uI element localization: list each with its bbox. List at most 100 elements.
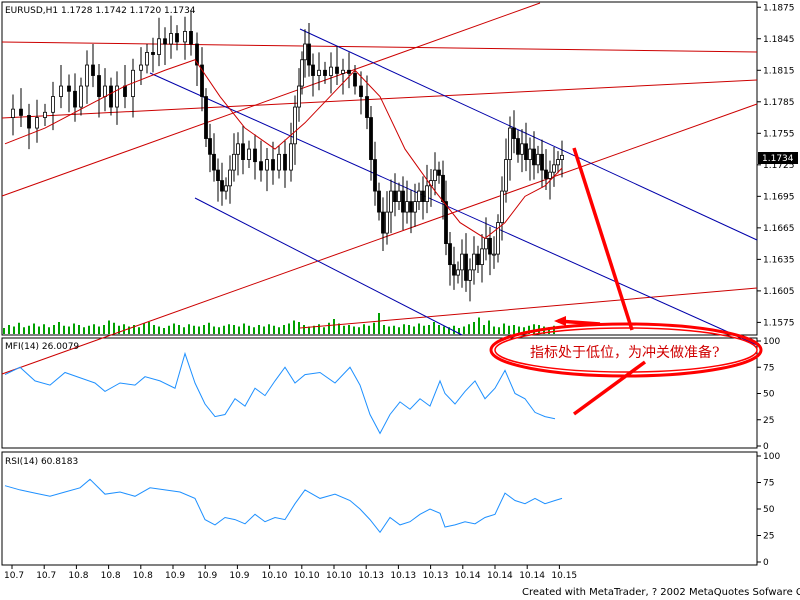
candle-body: [536, 153, 540, 166]
candle-body: [385, 211, 389, 234]
footer-credit: Created with MetaTrader, ? 2002 MetaQuot…: [522, 587, 800, 598]
time-tick-label: 10.10: [294, 571, 320, 581]
candle-body: [163, 38, 167, 45]
candle-body: [556, 159, 560, 166]
annotation-arrow-from-price: [572, 147, 634, 331]
red-line-bottom: [299, 287, 758, 329]
time-tick-label: 10.8: [101, 571, 121, 581]
indicator-tick-label: 50: [763, 390, 775, 400]
candle-body: [103, 85, 107, 97]
indicator-tick-label: 100: [763, 337, 780, 347]
channel-middle-line: [149, 72, 758, 346]
candle-body: [175, 33, 179, 43]
time-tick-label: 10.7: [4, 571, 24, 581]
candle-body: [79, 85, 83, 108]
price-tick-label: 1.1665: [763, 224, 795, 234]
time-tick-label: 10.14: [487, 571, 513, 581]
candle-body: [183, 31, 187, 43]
candle-body: [441, 174, 445, 202]
candle-body: [377, 190, 381, 213]
candle-body: [228, 169, 232, 187]
time-tick-label: 10.15: [551, 571, 577, 581]
price-tick-label: 1.1695: [763, 192, 795, 202]
candle-body: [293, 106, 297, 145]
candle-body: [139, 64, 143, 71]
mfi-header: MFI(14) 26.0079: [5, 342, 79, 352]
candle-body: [212, 153, 216, 171]
time-tick-label: 10.8: [68, 571, 88, 581]
rsi-panel: [1, 451, 758, 566]
candle-body: [484, 237, 488, 250]
indicator-tick-label: 25: [763, 416, 774, 426]
candle-body: [381, 211, 385, 234]
annotation-ellipse-inner: [494, 327, 758, 373]
candle-body: [460, 253, 464, 271]
indicator-tick-label: 0: [763, 558, 769, 568]
candle-body: [353, 73, 357, 87]
candle-body: [59, 85, 63, 97]
indicator-tick-label: 50: [763, 505, 775, 515]
candle-body: [311, 64, 315, 76]
candle-body: [369, 117, 373, 160]
candle-body: [335, 66, 339, 74]
mfi-axis: 100 75 50 25 0: [757, 337, 780, 452]
candle-body: [341, 69, 345, 74]
candle-body: [19, 108, 23, 116]
rsi-line: [4, 478, 563, 534]
price-tick-label: 1.1875: [763, 3, 795, 13]
candle-body: [317, 69, 321, 76]
candle-body: [97, 75, 101, 97]
candle-body: [216, 169, 220, 181]
candle-body: [365, 96, 369, 118]
price-tick-label: 1.1845: [763, 35, 795, 45]
indicator-tick-label: 25: [763, 532, 774, 542]
candle-body: [456, 269, 460, 276]
time-tick-label: 10.14: [455, 571, 481, 581]
candle-body: [528, 148, 532, 160]
last-price-label: 1.1734: [762, 154, 794, 164]
red-line-mid: [1, 79, 758, 119]
rsi-axis: 100 75 50 25 0: [757, 452, 780, 568]
candle-body: [417, 190, 421, 202]
candle-body: [544, 169, 548, 179]
time-tick-label: 10.10: [326, 571, 352, 581]
candle-body: [27, 115, 31, 129]
candle-body: [265, 159, 269, 171]
price-tick-label: 1.1635: [763, 255, 795, 265]
candles: [11, 10, 564, 302]
annotation: 指标处于低位，为冲关做准备?: [489, 147, 763, 416]
candle-body: [67, 85, 71, 92]
candle-body: [109, 85, 113, 108]
time-tick-label: 10.14: [519, 571, 545, 581]
candle-body: [35, 117, 39, 129]
candle-body: [468, 269, 472, 281]
candle-body: [195, 43, 199, 66]
rsi-header: RSI(14) 60.8183: [5, 457, 78, 467]
candle-body: [401, 190, 405, 213]
candle-body: [421, 190, 425, 202]
candle-body: [500, 190, 504, 223]
candle-body: [43, 111, 47, 118]
indicator-tick-label: 100: [763, 452, 780, 462]
candle-body: [437, 169, 441, 176]
candle-body: [200, 64, 204, 97]
candle-body: [208, 138, 212, 155]
candle-body: [444, 201, 448, 245]
candle-body: [123, 85, 127, 97]
candle-body: [236, 143, 240, 155]
candle-body: [289, 143, 293, 171]
candle-body: [413, 201, 417, 213]
red-line-steep: [1, 2, 541, 197]
candle-body: [347, 69, 351, 74]
candle-body: [548, 171, 552, 179]
candle-body: [393, 190, 397, 202]
candle-body: [247, 148, 251, 160]
candle-body: [516, 138, 520, 155]
price-header: EURUSD,H1 1.1728 1.1742 1.1720 1.1734: [5, 6, 196, 16]
annotation-arrow-to-mfi: [572, 360, 647, 416]
candle-body: [540, 153, 544, 171]
red-line-lower: [1, 103, 758, 375]
price-panel: [1, 1, 758, 336]
candle-body: [405, 201, 409, 213]
